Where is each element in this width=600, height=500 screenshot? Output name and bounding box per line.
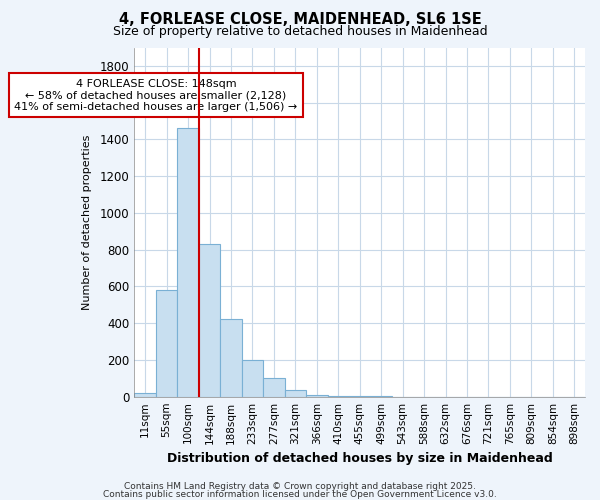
Text: Contains HM Land Registry data © Crown copyright and database right 2025.: Contains HM Land Registry data © Crown c… — [124, 482, 476, 491]
Y-axis label: Number of detached properties: Number of detached properties — [82, 134, 92, 310]
Bar — [199, 244, 220, 396]
Bar — [134, 393, 156, 396]
Bar — [178, 128, 199, 396]
Text: 4 FORLEASE CLOSE: 148sqm
← 58% of detached houses are smaller (2,128)
41% of sem: 4 FORLEASE CLOSE: 148sqm ← 58% of detach… — [14, 78, 298, 112]
X-axis label: Distribution of detached houses by size in Maidenhead: Distribution of detached houses by size … — [167, 452, 553, 465]
Bar — [156, 290, 178, 397]
Bar — [220, 320, 242, 396]
Text: Size of property relative to detached houses in Maidenhead: Size of property relative to detached ho… — [113, 25, 487, 38]
Text: Contains public sector information licensed under the Open Government Licence v3: Contains public sector information licen… — [103, 490, 497, 499]
Text: 4, FORLEASE CLOSE, MAIDENHEAD, SL6 1SE: 4, FORLEASE CLOSE, MAIDENHEAD, SL6 1SE — [119, 12, 481, 28]
Bar — [306, 395, 328, 396]
Bar — [263, 378, 284, 396]
Bar — [284, 390, 306, 396]
Bar — [242, 360, 263, 397]
